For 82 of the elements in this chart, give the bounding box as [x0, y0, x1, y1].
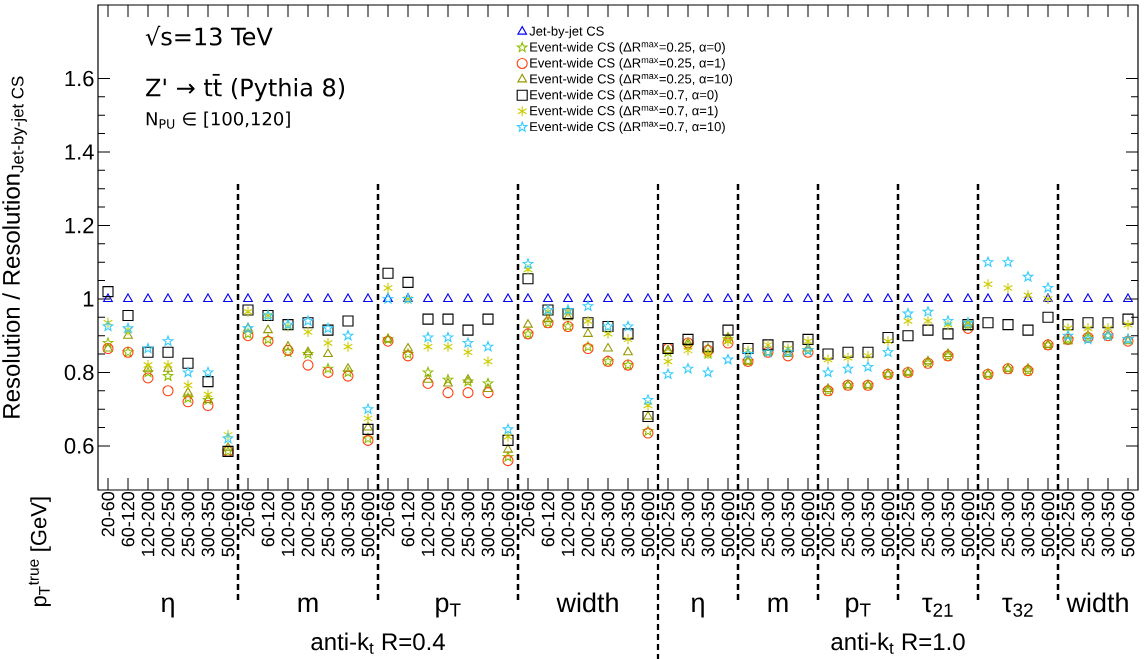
x-tick-label: 250-300	[461, 491, 475, 557]
x-tick-label: 120-200	[141, 491, 155, 556]
y-tick-label: 1.4	[65, 144, 94, 160]
legend-label: Event-wide CS (ΔR$^{max}$=0.7, α=0)	[530, 89, 718, 102]
x-tick-label: 200-250	[901, 491, 915, 557]
x-tick-label: 20-60	[101, 491, 115, 537]
x-tick-label: 500-600	[1041, 491, 1055, 557]
text: η	[691, 597, 704, 618]
x-tick-label: 300-350	[781, 491, 795, 557]
text: τ$_{21}$	[922, 597, 953, 617]
x-tick-label: 250-300	[1081, 491, 1095, 557]
x-tick-label: 60-120	[261, 491, 275, 547]
x-tick-label: 200-250	[581, 491, 595, 557]
x-tick-label: 300-350	[701, 491, 715, 557]
x-tick-label: 300-350	[481, 491, 495, 557]
x-tick-label: 300-350	[341, 491, 355, 557]
x-tick-label: 250-300	[841, 491, 855, 557]
text: anti-k$_{t}$ R=0.4	[311, 632, 445, 654]
y-tick-label: 0.6	[64, 438, 94, 454]
x-tick-label: 300-350	[621, 491, 635, 557]
x-tick-label: 500-600	[501, 491, 515, 557]
legend-label: Event-wide CS (ΔR$^{max}$=0.25, α=0)	[530, 42, 725, 55]
x-tick-label: 300-350	[201, 491, 215, 557]
annotation: Z' → tt̄ (Pythia 8)	[146, 73, 345, 102]
x-tick-label: 300-350	[941, 491, 955, 557]
text: η	[161, 597, 174, 618]
text: m	[298, 597, 318, 612]
x-tick-label: 20-60	[381, 491, 395, 537]
legend-label: Event-wide CS (ΔR$^{max}$=0.7, α=1)	[530, 105, 718, 118]
x-tick-label: 200-250	[161, 491, 175, 557]
x-tick-label: 120-200	[281, 491, 295, 556]
x-tick-label: 200-250	[301, 491, 315, 557]
x-tick-label: 250-300	[681, 491, 695, 557]
x-tick-label: 250-300	[601, 491, 615, 557]
x-tick-label: 200-250	[981, 491, 995, 557]
x-tick-label: 500-600	[721, 491, 735, 557]
text: width	[1066, 592, 1128, 613]
legend-label: Event-wide CS (ΔR$^{max}$=0.25, α=10)	[530, 73, 733, 87]
x-tick-label: 20-60	[241, 491, 255, 537]
text: m	[768, 597, 788, 612]
x-tick-label: 500-600	[641, 491, 655, 557]
annotation: N$_{PU}$ ∈ [100,120]	[146, 111, 290, 129]
x-tick-label: 250-300	[321, 491, 335, 557]
x-tick-label: 250-300	[921, 491, 935, 557]
text: τ$_{32}$	[1002, 597, 1033, 617]
text: anti-k$_{t}$ R=1.0	[831, 632, 965, 654]
x-tick-label: 500-600	[221, 491, 235, 557]
y-tick-label: 1.2	[65, 217, 94, 234]
x-tick-label: 60-120	[401, 491, 415, 547]
text: p$_{T}$$^{true}$ [GeV]	[28, 497, 51, 607]
x-tick-label: 300-350	[1101, 491, 1115, 557]
legend-label: Jet-by-jet CS	[529, 26, 604, 39]
x-tick-label: 500-600	[881, 491, 895, 557]
y-tick-label: 1.6	[65, 70, 94, 87]
x-tick-label: 500-600	[961, 491, 975, 557]
text: width	[556, 592, 618, 613]
x-tick-label: 200-250	[821, 491, 835, 557]
x-tick-label: 60-120	[541, 491, 555, 547]
x-tick-label: 500-600	[1121, 491, 1135, 557]
x-tick-label: 20-60	[521, 491, 535, 537]
x-tick-label: 200-250	[1061, 491, 1075, 557]
x-tick-label: 500-600	[361, 491, 375, 557]
legend-label: Event-wide CS (ΔR$^{max}$=0.7, α=10)	[530, 121, 725, 134]
x-tick-label: 500-600	[801, 491, 815, 557]
y-axis-title: $\text{Resolution / Resolution}_{\text{Jet-by-jet CS}}$	[2, 76, 27, 418]
x-tick-label: 300-350	[861, 491, 875, 557]
x-tick-label: 200-250	[741, 491, 755, 557]
y-tick-label: 1	[83, 291, 94, 307]
x-tick-label: 300-350	[1021, 491, 1035, 557]
y-tick-label: 0.8	[64, 364, 94, 381]
text: p$_{T}$	[436, 597, 461, 618]
text: p$_{T}$	[846, 597, 871, 618]
x-tick-label: 120-200	[561, 491, 575, 556]
x-tick-label: 120-200	[421, 491, 435, 556]
legend-label: Event-wide CS (ΔR$^{max}$=0.25, α=1)	[530, 58, 725, 71]
x-tick-label: 200-250	[441, 491, 455, 557]
annotation: √s=13 TeV	[145, 25, 273, 46]
x-tick-label: 250-300	[1001, 491, 1015, 557]
x-tick-label: 250-300	[761, 491, 775, 557]
x-tick-label: 250-300	[181, 491, 195, 557]
x-tick-label: 200-250	[661, 491, 675, 557]
x-tick-label: 60-120	[121, 491, 135, 547]
